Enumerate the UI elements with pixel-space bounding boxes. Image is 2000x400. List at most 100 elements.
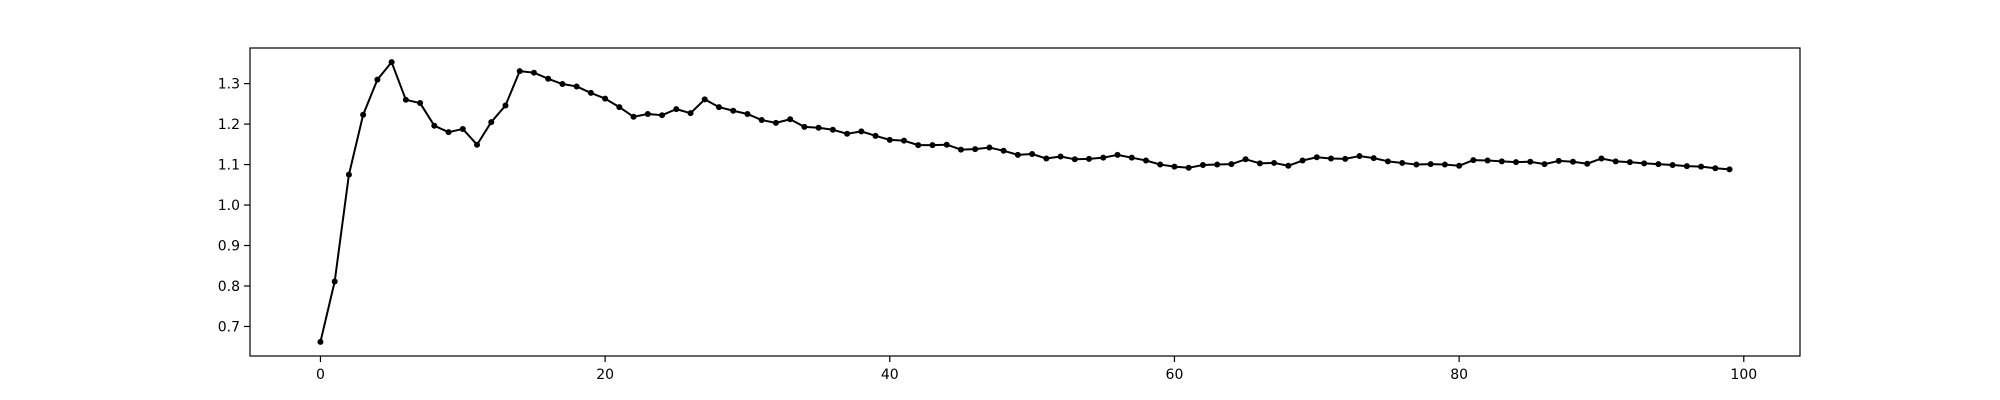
data-point	[1456, 162, 1463, 169]
data-point	[1541, 161, 1548, 168]
data-point	[844, 130, 851, 137]
data-point	[1470, 157, 1477, 164]
data-point	[1441, 161, 1448, 168]
y-tick-label: 1.2	[218, 117, 240, 133]
data-point	[1498, 158, 1505, 165]
data-point	[602, 95, 609, 102]
data-point	[1612, 158, 1619, 165]
x-axis: 0 20 40 60 80 100	[316, 356, 1757, 383]
data-point	[1114, 151, 1121, 158]
series-line	[319, 61, 1731, 343]
data-point	[1057, 153, 1064, 160]
data-point	[801, 123, 808, 130]
data-point	[630, 113, 637, 120]
data-point	[701, 96, 708, 103]
data-point	[730, 107, 737, 114]
data-point	[1100, 154, 1107, 161]
data-point	[1328, 155, 1335, 162]
data-point	[986, 144, 993, 151]
data-point	[374, 76, 381, 83]
data-point	[516, 68, 523, 75]
data-point	[1242, 156, 1249, 163]
data-point	[1128, 154, 1135, 161]
data-point	[915, 142, 922, 149]
data-point	[1598, 155, 1605, 162]
data-point	[1555, 157, 1562, 164]
data-point	[1185, 164, 1192, 171]
x-tick-label: 100	[1730, 367, 1757, 383]
axes-frame	[249, 47, 1801, 357]
data-point	[345, 171, 352, 178]
data-point	[1214, 161, 1221, 168]
data-point	[417, 100, 424, 107]
data-point	[1370, 155, 1377, 162]
data-point	[1199, 161, 1206, 168]
data-point	[1712, 165, 1719, 172]
data-point	[1513, 159, 1520, 166]
data-point	[1014, 151, 1021, 158]
data-point	[815, 124, 822, 131]
data-point	[587, 89, 594, 96]
data-point	[1043, 155, 1050, 162]
y-tick-label: 1.1	[218, 158, 240, 174]
data-point	[1157, 161, 1164, 168]
data-point	[1313, 154, 1320, 161]
data-point	[858, 128, 865, 135]
data-point	[431, 122, 438, 129]
data-point	[1427, 161, 1434, 168]
data-point	[445, 129, 452, 136]
y-tick-label: 0.9	[218, 239, 240, 255]
data-point	[1626, 159, 1633, 166]
x-tick-label: 40	[881, 367, 899, 383]
x-tick-label: 0	[316, 367, 325, 383]
data-point	[1299, 157, 1306, 164]
data-point	[659, 112, 666, 119]
data-point	[1698, 163, 1705, 170]
data-point	[929, 142, 936, 149]
data-point	[1256, 160, 1263, 167]
data-point	[943, 141, 950, 148]
data-point	[957, 146, 964, 153]
data-point	[1584, 160, 1591, 167]
data-point	[1399, 159, 1406, 166]
data-point	[1527, 158, 1534, 165]
data-point	[559, 81, 566, 88]
data-point	[787, 116, 794, 123]
data-point	[1285, 162, 1292, 169]
data-point	[1356, 153, 1363, 160]
data-point	[474, 141, 481, 148]
data-point	[1029, 151, 1036, 158]
data-point	[488, 119, 495, 126]
data-point	[1669, 161, 1676, 168]
data-point	[673, 106, 680, 113]
data-point	[1171, 163, 1178, 170]
data-point	[1655, 161, 1662, 168]
y-tick-label: 0.8	[218, 279, 240, 295]
x-tick-label: 80	[1450, 367, 1468, 383]
data-point	[616, 104, 623, 111]
y-tick-label: 1.0	[218, 198, 240, 214]
data-point	[530, 69, 537, 76]
data-point	[360, 111, 367, 118]
data-point	[1271, 159, 1278, 166]
plot-area	[250, 48, 1800, 356]
data-point	[744, 110, 751, 117]
data-point	[1342, 155, 1349, 162]
data-point	[1683, 163, 1690, 170]
data-point	[644, 110, 651, 117]
data-point	[829, 126, 836, 133]
data-point	[972, 146, 979, 153]
data-point	[502, 102, 509, 109]
data-point	[1228, 161, 1235, 168]
data-point	[1569, 158, 1576, 165]
data-point	[1086, 155, 1093, 162]
data-point	[459, 125, 466, 132]
data-point	[772, 119, 779, 126]
data-point	[687, 110, 694, 117]
y-tick-label: 1.3	[218, 77, 240, 93]
data-point	[1000, 147, 1007, 154]
data-point	[1641, 160, 1648, 167]
y-tick-label: 0.7	[218, 319, 240, 335]
x-tick-label: 20	[596, 367, 614, 383]
